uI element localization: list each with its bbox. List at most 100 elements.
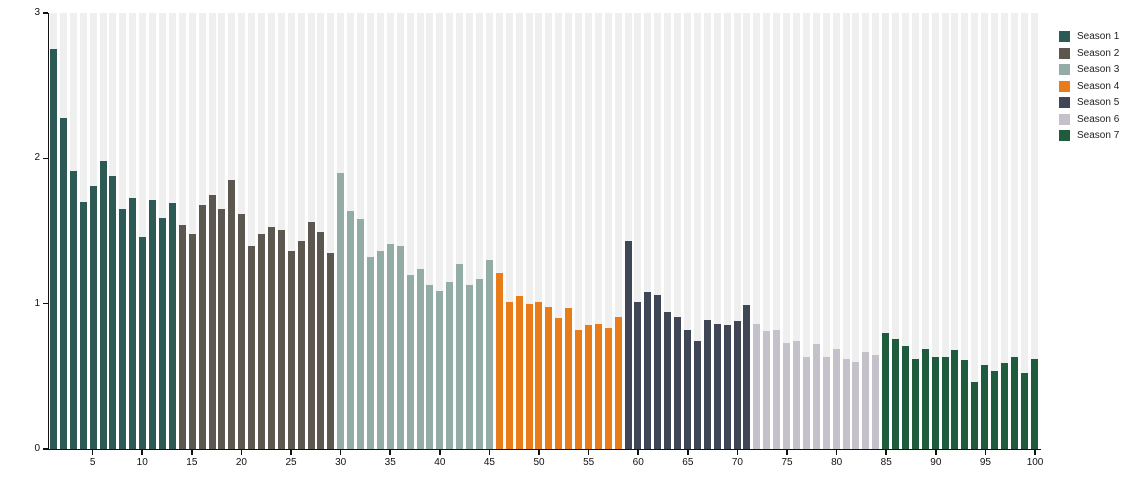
background-stripe xyxy=(139,13,147,449)
bar-episode-17 xyxy=(208,194,216,449)
background-stripe xyxy=(446,13,454,449)
bar-episode-96 xyxy=(991,370,999,449)
background-stripe xyxy=(703,13,711,449)
background-stripe xyxy=(743,13,751,449)
background-stripe xyxy=(604,13,612,449)
bar-slot-39 xyxy=(425,13,435,449)
bar-episode-19 xyxy=(228,180,236,449)
background-stripe xyxy=(515,13,523,449)
bar-episode-86 xyxy=(892,338,900,449)
bar-episode-27 xyxy=(307,222,315,449)
bar-slot-20 xyxy=(237,13,247,449)
bar-slot-80 xyxy=(832,13,842,449)
bar-episode-49 xyxy=(525,303,533,449)
bar-slot-57 xyxy=(604,13,614,449)
x-axis-label-40: 40 xyxy=(434,457,446,468)
background-stripe xyxy=(475,13,483,449)
bar-episode-34 xyxy=(376,251,384,449)
bar-episode-6 xyxy=(99,161,107,449)
bar-episode-90 xyxy=(931,357,939,449)
bar-episode-36 xyxy=(396,245,404,449)
bar-slot-37 xyxy=(406,13,416,449)
background-stripe xyxy=(882,13,890,449)
background-stripe xyxy=(327,13,335,449)
bar-episode-20 xyxy=(238,213,246,449)
bar-slot-85 xyxy=(881,13,891,449)
bar-slot-49 xyxy=(525,13,535,449)
bar-episode-70 xyxy=(733,321,741,449)
bar-episode-61 xyxy=(644,292,652,449)
background-stripe xyxy=(436,13,444,449)
x-axis-label-45: 45 xyxy=(483,457,495,468)
bar-slot-90 xyxy=(931,13,941,449)
bar-episode-85 xyxy=(882,332,890,449)
x-axis-tick xyxy=(736,450,739,455)
legend-item-season-5: Season 5 xyxy=(1059,97,1119,108)
bar-episode-44 xyxy=(475,278,483,449)
background-stripe xyxy=(961,13,969,449)
bar-slot-100 xyxy=(1030,13,1040,449)
bar-episode-64 xyxy=(674,316,682,449)
bar-slot-89 xyxy=(921,13,931,449)
bar-slot-33 xyxy=(366,13,376,449)
x-axis-tick xyxy=(439,450,441,455)
bar-episode-9 xyxy=(129,197,137,449)
bar-episode-72 xyxy=(753,324,761,449)
background-stripe xyxy=(584,13,592,449)
background-stripe xyxy=(634,13,642,449)
bar-episode-83 xyxy=(862,351,870,449)
bar-episode-95 xyxy=(981,364,989,449)
background-stripe xyxy=(783,13,791,449)
bar-episode-57 xyxy=(604,328,612,449)
background-stripe xyxy=(921,13,929,449)
background-stripe xyxy=(367,13,374,449)
bar-slot-30 xyxy=(336,13,346,449)
x-axis-label-10: 10 xyxy=(136,457,148,468)
bar-episode-98 xyxy=(1010,357,1018,449)
x-axis-label-50: 50 xyxy=(533,457,545,468)
background-stripe xyxy=(802,13,810,449)
background-stripe xyxy=(981,13,989,449)
bar-episode-29 xyxy=(327,252,335,449)
x-axis-label-30: 30 xyxy=(335,457,347,468)
bar-slot-9 xyxy=(128,13,138,449)
bar-slot-5 xyxy=(89,13,99,449)
background-stripe xyxy=(188,13,196,449)
bar-slot-50 xyxy=(534,13,544,449)
bar-slot-8 xyxy=(118,13,128,449)
legend-swatch-icon xyxy=(1059,31,1070,42)
background-stripe xyxy=(386,13,394,449)
bar-episode-51 xyxy=(545,306,553,449)
bar-slot-40 xyxy=(435,13,445,449)
background-stripe xyxy=(614,13,622,449)
background-stripe xyxy=(466,13,474,449)
bar-episode-2 xyxy=(59,117,67,449)
x-axis-label-100: 100 xyxy=(1026,457,1044,468)
bar-slot-27 xyxy=(307,13,317,449)
bar-slot-74 xyxy=(772,13,782,449)
bar-slot-77 xyxy=(802,13,812,449)
bar-slot-3 xyxy=(69,13,79,449)
y-axis-tick xyxy=(43,302,48,305)
bar-episode-43 xyxy=(466,284,474,449)
bar-slot-19 xyxy=(227,13,237,449)
bar-slot-43 xyxy=(465,13,475,449)
x-axis-label-90: 90 xyxy=(930,457,942,468)
x-axis-tick xyxy=(984,450,987,455)
x-axis-tick xyxy=(339,450,342,455)
bar-episode-16 xyxy=(198,204,206,449)
x-axis-tick xyxy=(786,450,788,455)
x-axis-tick xyxy=(637,450,639,455)
x-axis-label-25: 25 xyxy=(285,457,297,468)
bar-episode-41 xyxy=(446,281,454,449)
bar-slot-13 xyxy=(168,13,178,449)
bar-slot-31 xyxy=(346,13,356,449)
background-stripe xyxy=(565,13,573,449)
bar-episode-47 xyxy=(505,302,513,449)
x-axis-label-60: 60 xyxy=(632,457,644,468)
bar-episode-13 xyxy=(168,203,176,449)
x-axis-tick xyxy=(687,450,689,455)
y-axis-label-0: 0 xyxy=(34,443,40,454)
background-stripe xyxy=(258,13,266,449)
background-stripe xyxy=(1030,13,1038,449)
